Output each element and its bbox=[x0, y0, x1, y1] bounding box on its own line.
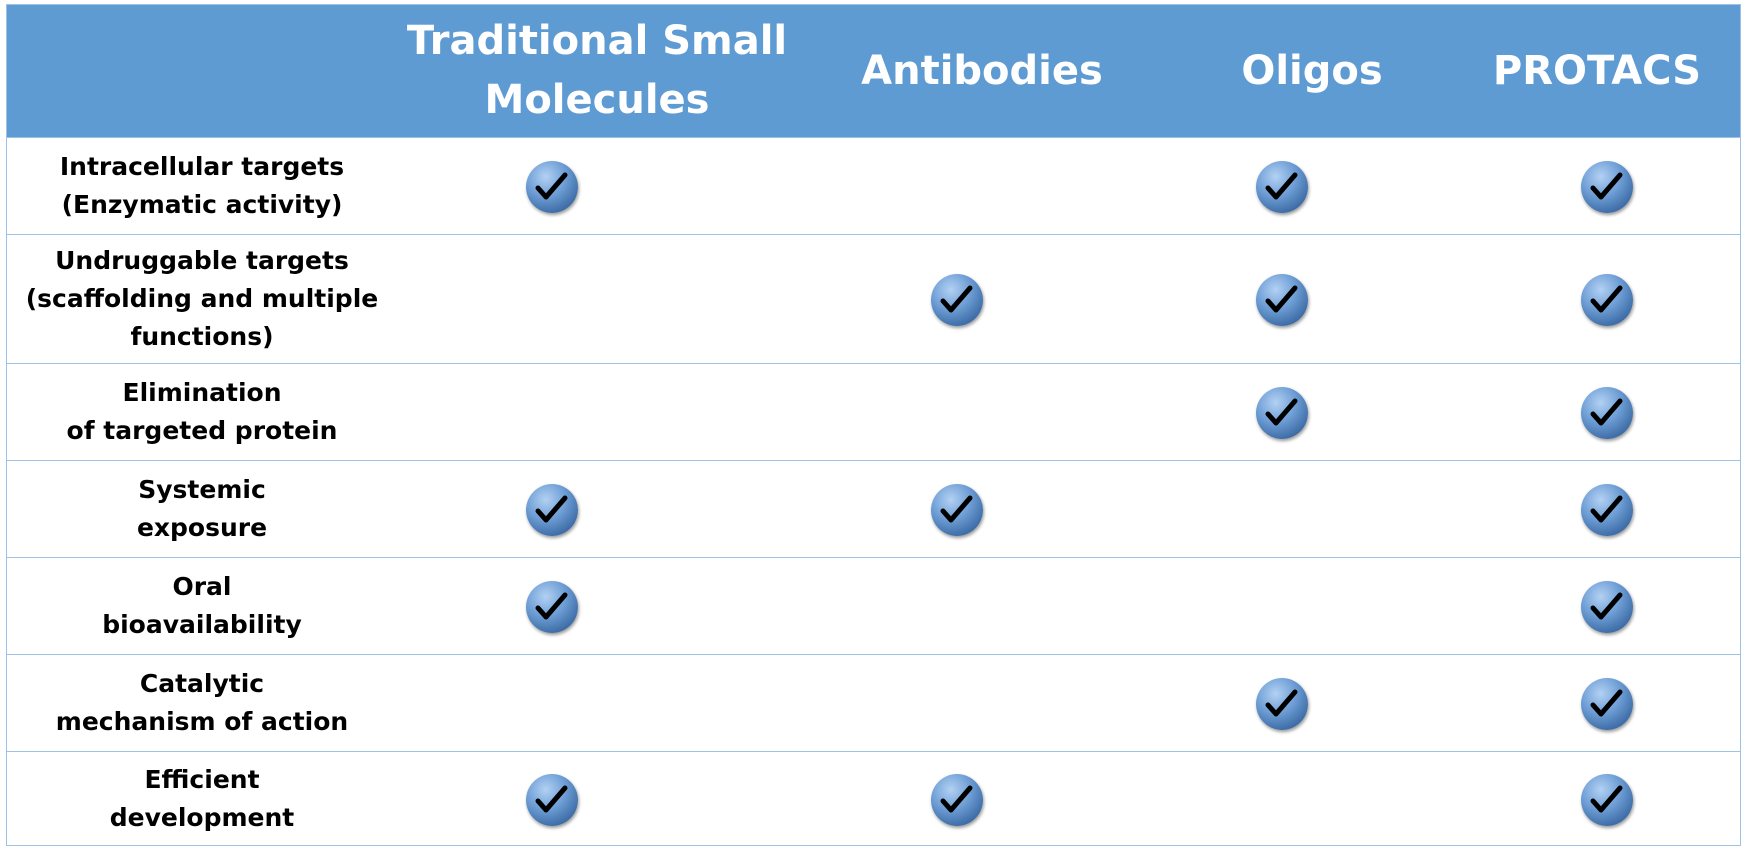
checkmark-icon bbox=[1256, 677, 1308, 730]
table-row: Catalytic mechanism of action bbox=[7, 654, 1740, 751]
row-label: Elimination of targeted protein bbox=[66, 378, 338, 445]
checkmark-icon bbox=[1581, 677, 1633, 730]
row-label: Intracellular targets (Enzymatic activit… bbox=[59, 152, 345, 219]
table-row: Oral bioavailability bbox=[7, 557, 1740, 654]
row-label: Systemic exposure bbox=[136, 475, 268, 542]
checkmark-icon bbox=[526, 580, 578, 633]
comparison-table: Traditional Small Molecules Antibodies O… bbox=[6, 4, 1741, 846]
checkmark-icon bbox=[1581, 273, 1633, 326]
table-row: Efficient development bbox=[7, 751, 1740, 846]
checkmark-icon bbox=[931, 483, 983, 536]
column-header-protacs: PROTACS bbox=[1492, 47, 1702, 94]
checkmark-icon bbox=[1581, 580, 1633, 633]
checkmark-icon bbox=[1581, 386, 1633, 439]
row-label: Oral bioavailability bbox=[102, 572, 302, 639]
column-header-small-molecules: Traditional Small Molecules bbox=[406, 18, 788, 123]
table-row: Elimination of targeted protein bbox=[7, 363, 1740, 460]
table-row: Systemic exposure bbox=[7, 460, 1740, 557]
checkmark-icon bbox=[1581, 483, 1633, 536]
checkmark-icon bbox=[526, 773, 578, 826]
column-header-oligos: Oligos bbox=[1241, 47, 1383, 94]
table-header: Traditional Small Molecules Antibodies O… bbox=[7, 5, 1740, 137]
table-row: Intracellular targets (Enzymatic activit… bbox=[7, 137, 1740, 234]
row-label: Undruggable targets (scaffolding and mul… bbox=[25, 246, 379, 351]
row-label: Efficient development bbox=[109, 765, 295, 832]
checkmark-icon bbox=[931, 773, 983, 826]
column-header-antibodies: Antibodies bbox=[861, 47, 1103, 94]
checkmark-icon bbox=[526, 160, 578, 213]
checkmark-icon bbox=[1256, 160, 1308, 213]
checkmark-icon bbox=[1256, 386, 1308, 439]
checkmark-icon bbox=[931, 273, 983, 326]
checkmark-icon bbox=[526, 483, 578, 536]
checkmark-icon bbox=[1256, 273, 1308, 326]
checkmark-icon bbox=[1581, 160, 1633, 213]
checkmark-icon bbox=[1581, 773, 1633, 826]
row-label: Catalytic mechanism of action bbox=[55, 669, 349, 736]
table-row: Undruggable targets (scaffolding and mul… bbox=[7, 234, 1740, 363]
